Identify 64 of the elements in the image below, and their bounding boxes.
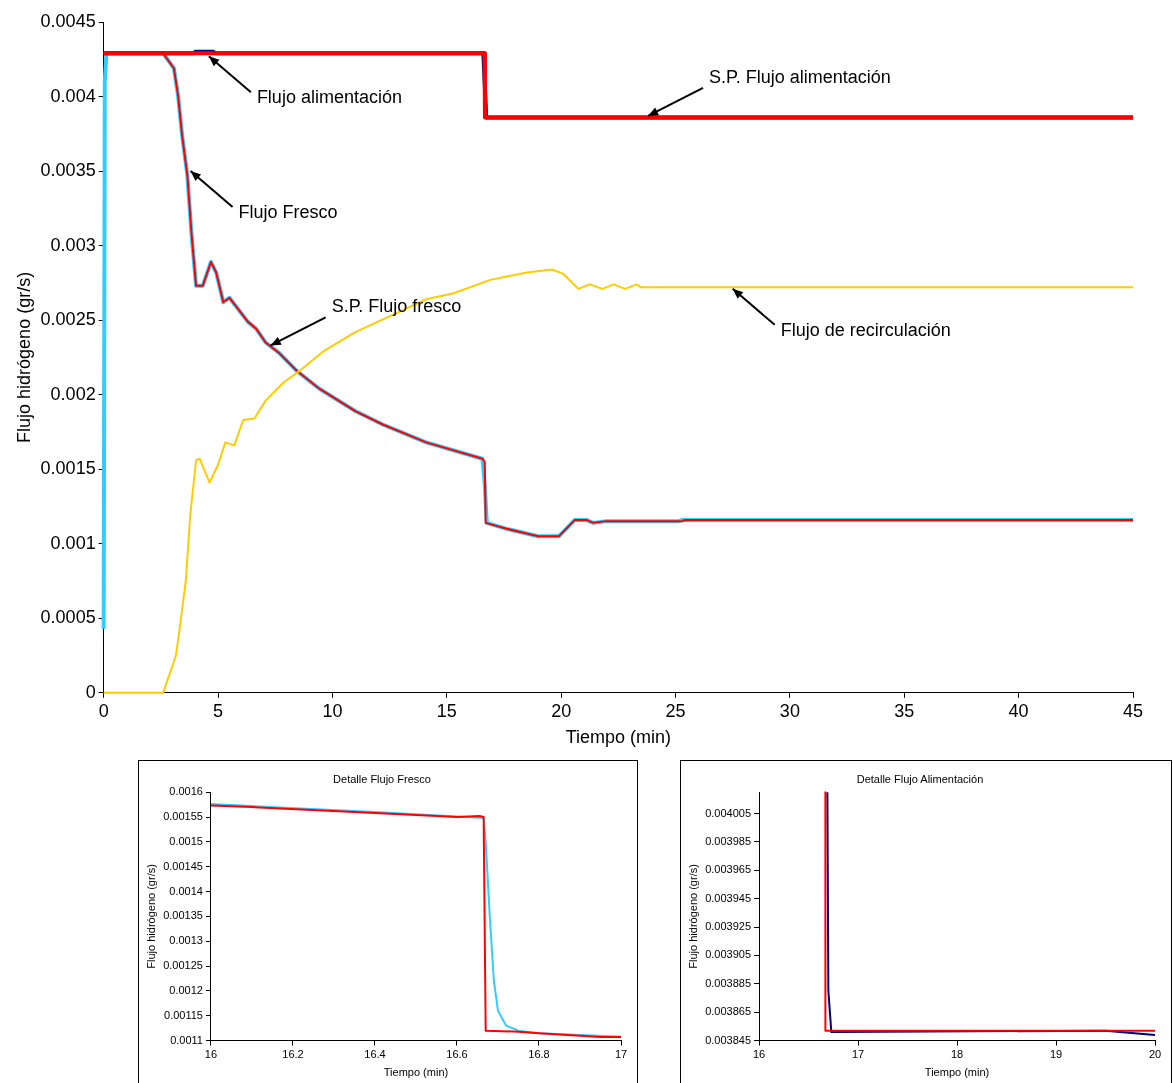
y-tick-label: 0.0014 — [169, 884, 203, 897]
x-tick-label: 16.6 — [446, 1048, 468, 1061]
x-axis-title: Tiempo (min) — [924, 1066, 990, 1079]
x-tick-label: 45 — [1122, 700, 1144, 721]
x-tick-label: 15 — [436, 700, 457, 721]
y-tick-label: 0.004 — [50, 85, 96, 106]
y-axis-title: Flujo hidrógeno (gr/s) — [144, 864, 157, 969]
y-tick-label: 0.0045 — [40, 10, 96, 31]
x-tick-label: 18 — [950, 1048, 964, 1061]
x-tick-label: 17 — [614, 1048, 628, 1061]
y-tick-label: 0.001 — [50, 532, 96, 553]
y-axis-title: Flujo hidrógeno (gr/s) — [13, 271, 34, 443]
x-tick-label: 16.8 — [528, 1048, 550, 1061]
x-tick-label: 0 — [98, 700, 109, 721]
y-tick-label: 0.003 — [50, 234, 96, 255]
annotation: Flujo alimentación — [256, 87, 402, 108]
x-tick-label: 19 — [1049, 1048, 1063, 1061]
annotation: S.P. Flujo fresco — [331, 296, 462, 317]
y-tick-label: 0.003945 — [705, 891, 752, 904]
y-tick-label: 0.003845 — [705, 1033, 752, 1046]
y-tick-label: 0.003905 — [705, 948, 752, 961]
x-tick-label: 25 — [665, 700, 686, 721]
y-tick-label: 0.003985 — [705, 834, 752, 847]
y-tick-label: 0.0025 — [40, 309, 96, 330]
x-tick-label: 20 — [551, 700, 572, 721]
y-tick-label: 0.00125 — [163, 959, 203, 972]
x-tick-label: 5 — [213, 700, 224, 721]
y-tick-label: 0.0035 — [40, 160, 96, 181]
x-tick-label: 16.2 — [282, 1048, 304, 1061]
y-tick-label: 0.0016 — [169, 785, 203, 798]
y-tick-label: 0.0011 — [170, 1033, 203, 1046]
annotation: S.P. Flujo alimentación — [709, 66, 891, 87]
y-axis-title: Flujo hidrógeno (gr/s) — [686, 864, 699, 969]
x-tick-label: 10 — [322, 700, 343, 721]
x-tick-label: 17 — [851, 1048, 865, 1061]
chart-title: Detalle Flujo Fresco — [333, 772, 431, 785]
y-tick-label: 0.00135 — [163, 909, 203, 922]
y-tick-label: 0.003865 — [705, 1005, 752, 1018]
x-tick-label: 16 — [204, 1048, 218, 1061]
chart-title: Detalle Flujo Alimentación — [856, 772, 984, 785]
annotation: Flujo de recirculación — [780, 319, 951, 340]
x-tick-label: 16.4 — [364, 1048, 386, 1061]
y-tick-label: 0.0015 — [169, 834, 203, 847]
y-tick-label: 0.00155 — [163, 810, 203, 823]
y-tick-label: 0.00115 — [164, 1008, 203, 1021]
x-tick-label: 35 — [894, 700, 915, 721]
x-tick-label: 30 — [779, 700, 800, 721]
y-tick-label: 0.00145 — [163, 859, 203, 872]
y-tick-label: 0 — [85, 681, 96, 702]
y-tick-label: 0.0015 — [40, 458, 96, 479]
y-tick-label: 0.004005 — [705, 806, 752, 819]
y-tick-label: 0.003965 — [705, 863, 752, 876]
y-tick-label: 0.0012 — [169, 983, 203, 996]
y-tick-label: 0.003925 — [705, 920, 752, 933]
y-tick-label: 0.003885 — [705, 976, 752, 989]
x-tick-label: 40 — [1008, 700, 1029, 721]
y-tick-label: 0.0005 — [40, 607, 96, 628]
annotation: Flujo Fresco — [238, 202, 338, 223]
y-tick-label: 0.002 — [50, 383, 96, 404]
x-axis-title: Tiempo (min) — [565, 727, 672, 748]
x-tick-label: 16 — [752, 1048, 766, 1061]
y-tick-label: 0.0013 — [169, 934, 203, 947]
x-tick-label: 20 — [1148, 1048, 1162, 1061]
x-axis-title: Tiempo (min) — [383, 1066, 449, 1079]
